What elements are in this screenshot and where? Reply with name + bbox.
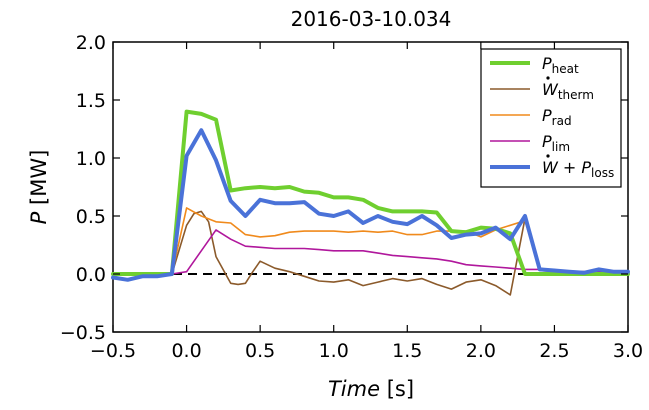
y-tick-label: −0.5 — [60, 322, 106, 344]
y-tick-label: 0.0 — [76, 264, 106, 286]
x-tick-label: 1.5 — [392, 340, 422, 362]
legend-label: Prad — [542, 106, 572, 128]
legend-label-main: W + P — [542, 158, 591, 177]
legend-dot-mark — [546, 76, 550, 80]
y-tick-label: 2.0 — [76, 32, 106, 54]
series-layer — [111, 109, 630, 296]
x-tick-label: 3.0 — [613, 340, 643, 362]
legend-label-main: P — [542, 106, 552, 125]
legend-label-sub: rad — [552, 114, 572, 128]
x-axis-label-italic: Time — [328, 377, 380, 401]
series-line-p-lim — [112, 229, 629, 275]
legend-label: Pheat — [542, 54, 579, 76]
y-tick-label: 1.5 — [76, 90, 106, 112]
x-tick-label: 2.0 — [466, 340, 496, 362]
x-axis-label-unit: [s] — [380, 377, 414, 401]
legend-label-sub: loss — [591, 166, 614, 180]
legend-label-sub: heat — [552, 62, 579, 76]
axis-ticks: −0.5 0.0 0.5 1.0 1.5 2.0 2.5 3.0 −0.5 0.0 0.5 1.0 1.… — [60, 32, 643, 362]
legend-label-main: P — [542, 132, 552, 151]
chart-title: 2016-03-10.034 — [291, 7, 452, 31]
legend-label-sub: therm — [558, 88, 594, 102]
y-axis-label-unit: [MW] — [27, 150, 51, 212]
series-line-w-p-loss — [111, 128, 630, 282]
series-line-w-therm — [112, 210, 629, 296]
x-tick-label: 0.0 — [171, 340, 201, 362]
x-tick-label: −0.5 — [90, 340, 136, 362]
legend-label-main: P — [542, 54, 552, 73]
y-tick-label: 1.0 — [76, 148, 106, 170]
legend-box — [480, 48, 622, 188]
x-tick-label: 2.5 — [539, 340, 569, 362]
series-line-p-heat — [111, 109, 630, 276]
legend-label: Wtherm — [542, 80, 594, 102]
y-axis-label-italic: P — [27, 211, 51, 224]
plot-area — [112, 41, 629, 333]
legend-label-main: W — [542, 80, 559, 99]
legend-dot-mark — [546, 154, 550, 158]
y-tick-label: 0.5 — [76, 206, 106, 228]
y-axis-label: P [MW] — [27, 150, 51, 225]
x-tick-label: 0.5 — [245, 340, 275, 362]
x-tick-label: 1.0 — [319, 340, 349, 362]
legend-label: Plim — [542, 132, 570, 154]
x-axis-label: Time [s] — [328, 377, 414, 401]
legend-label: W + Ploss — [542, 158, 614, 180]
legend-label-sub: lim — [552, 140, 570, 154]
